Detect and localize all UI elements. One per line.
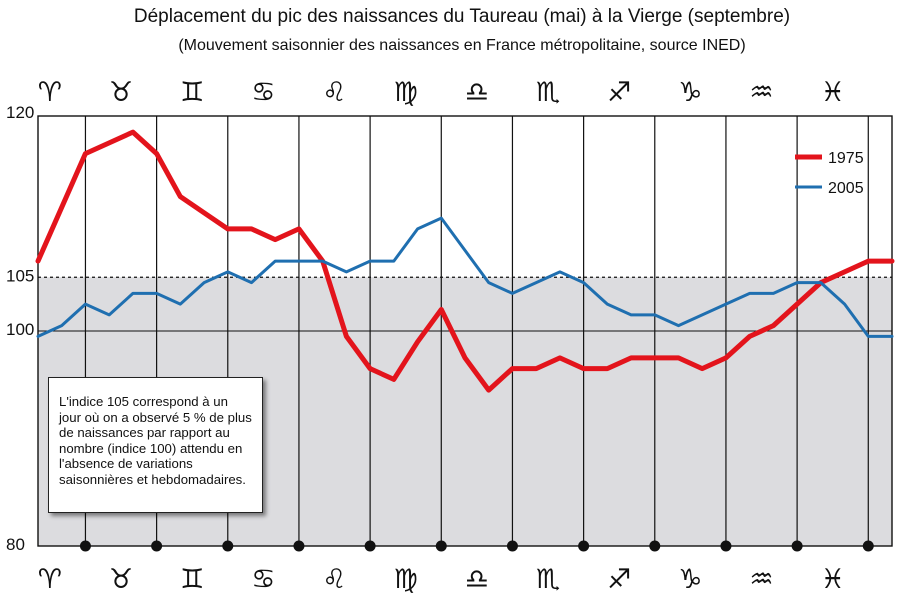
virgo-icon: ♍︎ — [394, 77, 418, 108]
sagittarius-icon: ♐︎ — [607, 77, 631, 108]
capricorn-icon: ♑︎ — [678, 77, 702, 108]
cancer-icon: ♋︎ — [251, 77, 275, 108]
axis-dot — [79, 540, 91, 552]
series-line-1975 — [35, 129, 895, 393]
y-tick-label: 80 — [6, 535, 25, 554]
axis-dot — [578, 540, 590, 552]
note-box: L'indice 105 correspond à un jour où on … — [48, 377, 263, 513]
bottom-axis-dots — [79, 540, 874, 552]
libra-icon: ♎︎ — [465, 564, 489, 595]
aquarius-icon: ♒︎ — [749, 564, 773, 595]
axis-dot — [222, 540, 234, 552]
scorpio-icon: ♏︎ — [536, 564, 560, 595]
virgo-icon: ♍︎ — [394, 564, 418, 595]
taurus-icon: ♉︎ — [109, 564, 133, 595]
axis-dot — [435, 540, 447, 552]
axis-dot — [791, 540, 803, 552]
axis-dot — [720, 540, 732, 552]
scorpio-icon: ♏︎ — [536, 77, 560, 108]
chart-subtitle: (Mouvement saisonnier des naissances en … — [178, 37, 745, 54]
gemini-icon: ♊︎ — [180, 564, 204, 595]
y-tick-label: 100 — [6, 320, 34, 339]
axis-dot — [506, 540, 518, 552]
legend: 1975 2005 — [795, 150, 864, 197]
pisces-icon: ♓︎ — [821, 77, 845, 108]
note-text: L'indice 105 correspond à un jour où on … — [59, 394, 252, 487]
legend-label-2005: 2005 — [828, 180, 864, 197]
taurus-icon: ♉︎ — [109, 77, 133, 108]
capricorn-icon: ♑︎ — [678, 564, 702, 595]
aries-icon: ♈︎ — [38, 77, 62, 108]
chart-title: Déplacement du pic des naissances du Tau… — [134, 6, 790, 27]
sagittarius-icon: ♐︎ — [607, 564, 631, 595]
legend-label-1975: 1975 — [828, 150, 864, 167]
axis-dot — [151, 540, 163, 552]
zodiac-row-top: ♈︎ ♉︎ ♊︎ ♋︎ ♌︎ ♍︎ ♎︎ ♏︎ ♐︎ ♑︎ ♒︎ ♓︎ — [38, 77, 845, 108]
cancer-icon: ♋︎ — [251, 564, 275, 595]
y-tick-label: 105 — [6, 266, 34, 285]
plot-frame — [37, 115, 893, 547]
series-line-2005 — [36, 216, 894, 338]
libra-icon: ♎︎ — [465, 77, 489, 108]
axis-dot — [293, 540, 305, 552]
gemini-icon: ♊︎ — [180, 77, 204, 108]
aries-icon: ♈︎ — [38, 564, 62, 595]
axis-dot — [364, 540, 376, 552]
series-lines — [35, 129, 895, 393]
aquarius-icon: ♒︎ — [749, 77, 773, 108]
axis-dot — [649, 540, 661, 552]
leo-icon: ♌︎ — [322, 77, 346, 108]
y-axis-ticks: 80 100 105 120 — [6, 103, 34, 554]
axis-dot — [862, 540, 874, 552]
leo-icon: ♌︎ — [322, 564, 346, 595]
pisces-icon: ♓︎ — [821, 564, 845, 595]
y-tick-label: 120 — [6, 103, 34, 122]
zodiac-row-bottom: ♈︎ ♉︎ ♊︎ ♋︎ ♌︎ ♍︎ ♎︎ ♏︎ ♐︎ ♑︎ ♒︎ ♓︎ — [38, 564, 845, 595]
